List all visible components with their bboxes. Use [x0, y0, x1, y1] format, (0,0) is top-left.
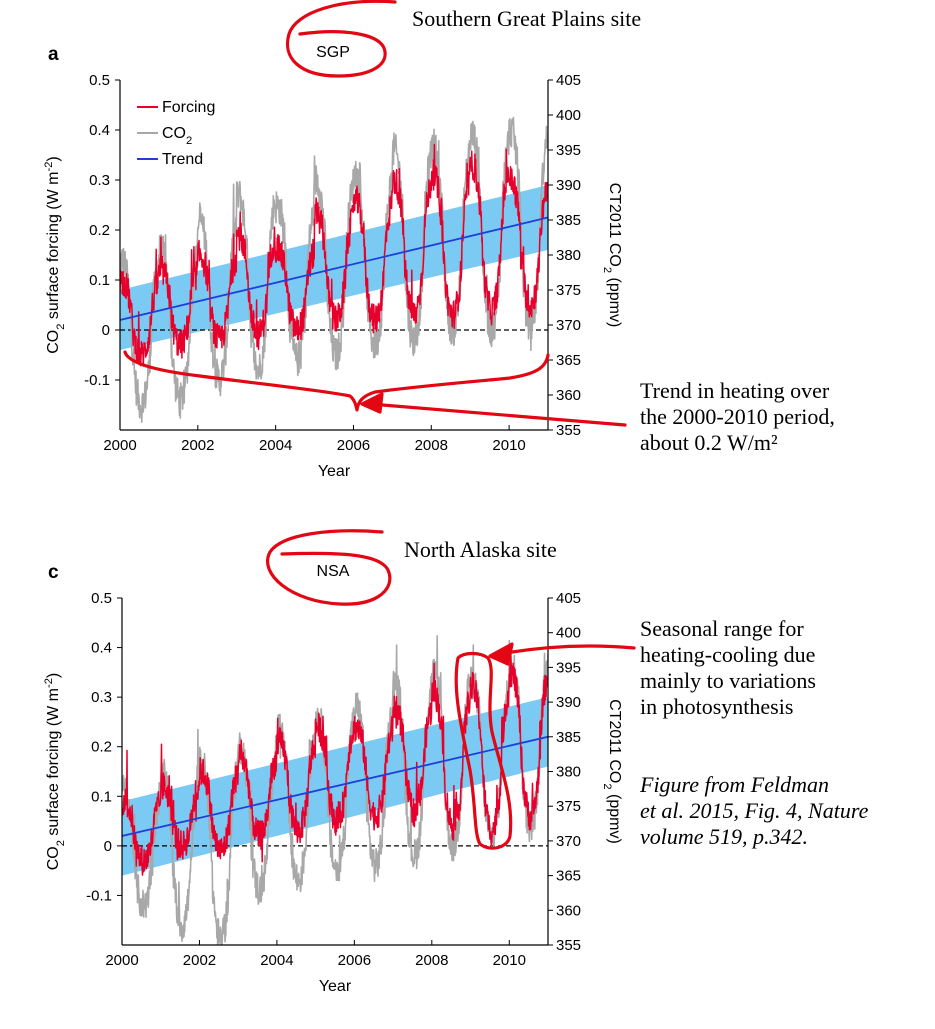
series-trend-line: [120, 216, 548, 321]
x-tick-label: 2010: [493, 952, 526, 969]
legend-entry-forcing: Forcing: [162, 99, 215, 116]
y-left-tick-label: 0.2: [91, 739, 112, 756]
plot-area: [122, 635, 548, 945]
y-right-tick-label: 385: [556, 729, 581, 746]
y-left-tick-label: 0.5: [91, 590, 112, 607]
y-right-tick-label: 360: [556, 387, 581, 404]
x-tick-label: 2006: [338, 952, 371, 969]
y-right-tick-label: 405: [556, 72, 581, 89]
y-left-tick-label: 0: [104, 838, 112, 855]
x-tick-label: 2002: [181, 437, 214, 454]
annotation-nsa-seasonal-note: Seasonal range for heating-cooling due m…: [640, 616, 816, 719]
trend-arrowhead: [360, 392, 384, 414]
y-right-tick-label: 380: [556, 764, 581, 781]
x-axis-label: Year: [319, 978, 352, 995]
y-right-tick-label: 395: [556, 659, 581, 676]
chart-panel-nsa: 2000 2002 2004 2006 2008 2010 -0.1 0 0.1 0.2 0.3 0.…: [43, 562, 623, 995]
y-axis-left-label: CO2 surface forcing (W m-2): [43, 673, 67, 871]
series-forcing-line: [120, 143, 548, 367]
x-axis-label: Year: [318, 463, 351, 480]
y-right-tick-label: 370: [556, 317, 581, 334]
y-left-tick-label: -0.1: [84, 372, 110, 389]
annotation-source-note: Figure from Feldman et al. 2015, Fig. 4,…: [640, 772, 869, 849]
seasonal-arrowhead: [488, 642, 514, 666]
site-tag: SGP: [316, 44, 350, 61]
site-tag: NSA: [317, 563, 350, 580]
nsa-circle-mark: [266, 529, 392, 606]
y-right-tick-label: 390: [556, 177, 581, 194]
y-right-tick-label: 400: [556, 107, 581, 124]
annotation-nsa-site: North Alaska site: [404, 537, 557, 562]
y-right-tick-label: 375: [556, 798, 581, 815]
y-right-tick-label: 370: [556, 833, 581, 850]
y-right-tick-label: 395: [556, 142, 581, 159]
y-right-tick-label: 405: [556, 590, 581, 607]
trend-arrow-line: [368, 402, 627, 427]
y-right-tick-label: 400: [556, 625, 581, 642]
series-co2-line: [120, 116, 548, 423]
legend-entry-trend: Trend: [162, 151, 203, 168]
x-tick-label: 2002: [183, 952, 216, 969]
x-tick-label: 2000: [103, 437, 136, 454]
y-right-tick-label: 385: [556, 212, 581, 229]
sgp-circle-mark: [286, 0, 397, 78]
y-left-tick-label: 0: [102, 322, 110, 339]
x-tick-label: 2008: [415, 952, 448, 969]
y-right-tick-label: 365: [556, 868, 581, 885]
x-tick-label: 2008: [415, 437, 448, 454]
trend-bracket-mark: [123, 350, 550, 412]
panel-letter: a: [48, 44, 59, 65]
y-left-tick-label: -0.1: [86, 887, 112, 904]
seasonal-arrow-line: [498, 644, 636, 656]
y-axis-right-label: CT2011 CO2 (ppmv): [601, 183, 623, 328]
y-left-tick-label: 0.4: [91, 640, 112, 657]
y-left-tick-label: 0.1: [89, 272, 110, 289]
x-tick-label: 2004: [259, 437, 292, 454]
chart-panel-sgp: 2000 2002 2004 2006 2008 2010 -0.1 0 0.1 0.2 0.3 0.…: [43, 44, 623, 480]
y-right-tick-label: 380: [556, 247, 581, 264]
x-tick-label: 2006: [337, 437, 370, 454]
y-right-tick-label: 355: [556, 937, 581, 954]
y-left-tick-label: 0.3: [91, 689, 112, 706]
y-left-tick-label: 0.1: [91, 788, 112, 805]
x-tick-label: 2010: [492, 437, 525, 454]
annotation-sgp-trend-note: Trend in heating over the 2000-2010 peri…: [640, 378, 835, 455]
seasonal-loop-mark: [454, 651, 513, 850]
panel-letter: c: [48, 562, 59, 583]
y-right-tick-label: 355: [556, 422, 581, 439]
y-left-tick-label: 0.2: [89, 222, 110, 239]
y-left-tick-label: 0.5: [89, 72, 110, 89]
y-axis-right-label: CT2011 CO2 (ppmv): [601, 699, 623, 844]
y-right-tick-label: 365: [556, 352, 581, 369]
y-right-tick-label: 375: [556, 282, 581, 299]
y-left-tick-label: 0.4: [89, 122, 110, 139]
x-tick-label: 2000: [105, 952, 138, 969]
markup-layer: [123, 0, 636, 850]
series-forcing-line: [122, 652, 548, 876]
annotation-sgp-site: Southern Great Plains site: [412, 6, 642, 31]
legend-entry-co2: CO2: [162, 125, 192, 147]
y-left-tick-label: 0.3: [89, 172, 110, 189]
x-tick-label: 2004: [260, 952, 293, 969]
series-trend-line: [122, 735, 548, 837]
y-right-tick-label: 390: [556, 694, 581, 711]
plot-area: [120, 116, 548, 423]
y-axis-left-label: CO2 surface forcing (W m-2): [43, 156, 67, 354]
y-right-tick-label: 360: [556, 902, 581, 919]
